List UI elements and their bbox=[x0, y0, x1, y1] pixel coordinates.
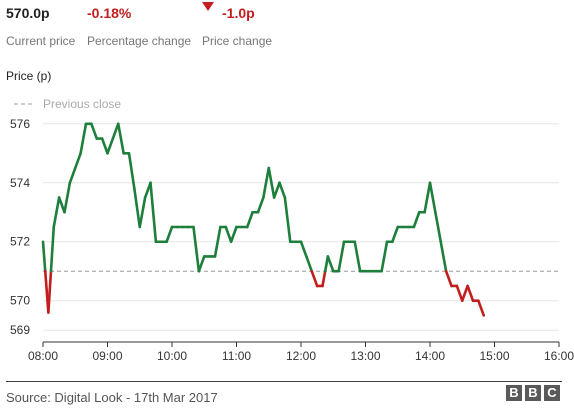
price-segment bbox=[138, 196, 147, 229]
price-segment bbox=[111, 122, 120, 140]
price-segment bbox=[460, 284, 469, 303]
price-segment bbox=[127, 151, 136, 190]
x-tick-label: 10:00 bbox=[157, 349, 187, 363]
price-segment bbox=[477, 299, 486, 317]
price-segment bbox=[380, 240, 389, 273]
price-segment bbox=[79, 122, 88, 155]
percentage-change-label: Percentage change bbox=[87, 34, 192, 48]
price-segment bbox=[41, 240, 47, 273]
price-segment bbox=[229, 225, 238, 244]
y-tick-label: 569 bbox=[10, 323, 30, 337]
price-segment bbox=[100, 137, 109, 155]
price-segment bbox=[133, 187, 142, 229]
legend-label: Previous close bbox=[43, 97, 121, 111]
price-segment bbox=[165, 225, 174, 244]
price-segment bbox=[52, 196, 61, 229]
price-segment bbox=[299, 240, 308, 258]
price-segment bbox=[49, 225, 56, 273]
footer-divider bbox=[6, 381, 562, 382]
price-segment bbox=[321, 269, 327, 288]
x-tick-label: 08:00 bbox=[28, 349, 58, 363]
price-segment bbox=[466, 284, 475, 303]
x-tick-label: 11:00 bbox=[222, 349, 251, 363]
price-segment bbox=[326, 255, 335, 273]
x-tick-label: 09:00 bbox=[92, 349, 122, 363]
current-price-stat: 570.0p Current price bbox=[6, 4, 75, 48]
price-segment bbox=[267, 166, 276, 199]
x-tick-label: 15:00 bbox=[479, 349, 509, 363]
price-change-stat: -1.0p Price change bbox=[202, 2, 273, 48]
y-tick-label: 576 bbox=[10, 117, 30, 131]
bbc-logo-letter: B bbox=[525, 385, 541, 401]
bbc-logo: B B C bbox=[506, 385, 560, 401]
price-chart: Previous close 569 570 572 574 576 08:00 09:00 1… bbox=[10, 97, 574, 363]
source-text: Source: Digital Look - 17th Mar 2017 bbox=[6, 390, 218, 405]
price-segment bbox=[428, 181, 437, 214]
current-price-label: Current price bbox=[6, 34, 76, 48]
price-segment bbox=[213, 225, 222, 258]
bbc-logo-letter: B bbox=[506, 385, 522, 401]
price-segment bbox=[68, 166, 77, 185]
price-change-value: -1.0p bbox=[222, 5, 255, 21]
price-segment bbox=[337, 240, 346, 273]
price-segment bbox=[310, 269, 319, 288]
price-segment bbox=[412, 210, 421, 229]
price-segment bbox=[305, 255, 314, 273]
bbc-logo-letter: C bbox=[544, 385, 560, 401]
y-tick-label: 572 bbox=[10, 235, 30, 249]
price-segment bbox=[262, 166, 271, 199]
price-stats: 570.0p Current price -0.18% Percentage c… bbox=[6, 2, 566, 54]
price-segment bbox=[63, 181, 72, 214]
price-segment bbox=[149, 181, 158, 244]
y-tick-label: 574 bbox=[10, 176, 30, 190]
current-price-value: 570.0p bbox=[6, 5, 50, 21]
price-change-label: Price change bbox=[202, 34, 273, 48]
down-triangle-icon bbox=[202, 2, 214, 11]
price-segment bbox=[47, 269, 53, 314]
price-segment bbox=[444, 269, 453, 288]
price-segment bbox=[57, 196, 66, 214]
price-segment bbox=[391, 225, 400, 244]
price-segment bbox=[116, 122, 125, 155]
price-series-line bbox=[41, 122, 486, 317]
price-segment bbox=[192, 225, 201, 273]
price-segment bbox=[272, 181, 281, 199]
x-tick-label: 14:00 bbox=[415, 349, 445, 363]
price-segment bbox=[423, 181, 432, 214]
price-segment bbox=[283, 196, 292, 244]
x-tick-label: 16:00 bbox=[544, 349, 574, 363]
price-segment bbox=[73, 151, 82, 170]
price-segment bbox=[245, 210, 254, 229]
x-tick-label: 13:00 bbox=[350, 349, 380, 363]
x-tick-label: 12:00 bbox=[286, 349, 316, 363]
price-segment bbox=[278, 181, 287, 199]
price-segment bbox=[224, 225, 233, 244]
percentage-change-value: -0.18% bbox=[87, 5, 132, 21]
y-tick-label: 570 bbox=[10, 294, 30, 308]
price-segment bbox=[106, 137, 115, 155]
percentage-change-stat: -0.18% Percentage change bbox=[87, 4, 191, 48]
price-segment bbox=[256, 196, 265, 214]
price-segment bbox=[197, 255, 206, 273]
price-segment bbox=[439, 240, 448, 273]
y-axis-label: Price (p) bbox=[6, 69, 52, 83]
price-segment bbox=[434, 210, 443, 244]
price-segment bbox=[353, 240, 362, 273]
price-segment bbox=[455, 284, 464, 303]
price-segment bbox=[90, 122, 99, 140]
